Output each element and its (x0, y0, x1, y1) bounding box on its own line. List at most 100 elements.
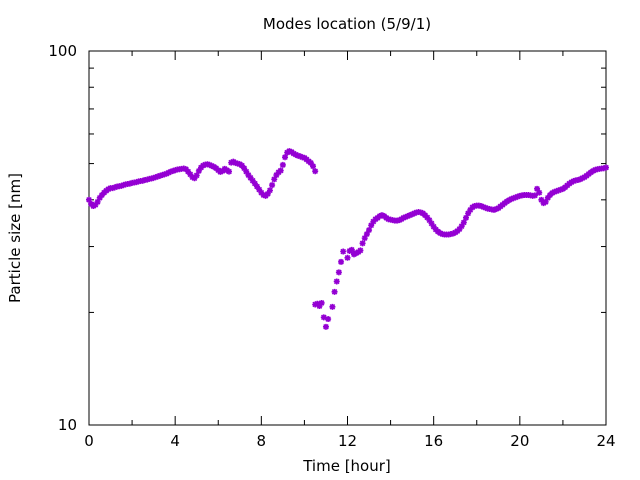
data-point (417, 209, 424, 216)
data-point (266, 187, 273, 194)
data-point (531, 192, 538, 199)
data-point (366, 227, 373, 234)
x-axis-label: Time [hour] (302, 457, 391, 475)
data-point (226, 168, 233, 175)
data-point (86, 196, 92, 203)
data-point (544, 194, 551, 201)
data-point (359, 240, 366, 247)
data-point (258, 189, 265, 196)
data-point (307, 159, 314, 166)
x-tick-label: 16 (424, 432, 443, 450)
data-point (273, 172, 280, 179)
data-point (331, 288, 338, 295)
data-point (292, 151, 299, 158)
data-point (458, 223, 465, 230)
data-point (249, 177, 256, 184)
data-point (195, 167, 202, 174)
data-point (411, 210, 418, 217)
chart-title: Modes location (5/9/1) (263, 15, 431, 33)
data-point (247, 174, 254, 181)
data-point (338, 258, 345, 265)
x-tick-label: 24 (596, 432, 615, 450)
data-point (406, 212, 413, 219)
data-point (297, 153, 304, 160)
data-point (462, 214, 469, 221)
data-point (243, 168, 250, 175)
data-point (271, 176, 278, 183)
data-point (460, 219, 467, 226)
data-point (333, 278, 340, 285)
data-point (376, 213, 383, 220)
data-point (536, 189, 543, 196)
data-point (357, 247, 364, 254)
data-point (510, 195, 517, 202)
data-point (396, 217, 403, 224)
data-point (206, 161, 213, 168)
x-tick-label: 0 (84, 432, 94, 450)
data-point (348, 246, 355, 253)
data-point (480, 203, 487, 210)
data-point (193, 172, 200, 179)
data-point (325, 316, 332, 323)
y-tick-label: 100 (48, 42, 77, 60)
data-point (465, 210, 472, 217)
data-point (542, 198, 549, 205)
x-tick-label: 8 (257, 432, 267, 450)
data-point (92, 201, 99, 208)
data-point (404, 213, 411, 220)
data-point (94, 198, 101, 205)
data-point (428, 220, 435, 227)
x-tick-label: 12 (338, 432, 357, 450)
y-tick-label: 10 (58, 416, 77, 434)
data-point (603, 164, 609, 171)
data-point (430, 223, 437, 230)
data-point (335, 269, 342, 276)
tick-labels: 0 4 8 12 16 20 24 10 100 (48, 42, 615, 450)
y-axis-label: Particle size [nm] (6, 173, 24, 303)
data-point (208, 162, 215, 169)
data-point (409, 211, 416, 218)
data-point (508, 196, 515, 203)
data-point (187, 171, 194, 178)
data-point (320, 314, 327, 321)
data-point (269, 182, 276, 189)
data-point (238, 162, 245, 169)
x-tick-label: 20 (510, 432, 529, 450)
data-point (191, 175, 198, 182)
data-point (264, 190, 271, 197)
data-point (318, 299, 325, 306)
data-point (493, 206, 500, 213)
data-point (378, 212, 385, 219)
data-points (86, 148, 609, 330)
data-point (185, 168, 192, 175)
data-point (450, 230, 457, 237)
data-point (437, 230, 444, 237)
data-point (254, 183, 261, 190)
data-point (361, 235, 368, 242)
data-point (478, 203, 485, 210)
data-point (467, 206, 474, 213)
data-point (426, 217, 433, 224)
data-point (363, 231, 370, 238)
data-point (490, 206, 497, 213)
axis-ticks (88, 50, 607, 426)
data-point (279, 161, 286, 168)
data-point (402, 213, 409, 220)
data-point (286, 148, 293, 155)
data-point (241, 165, 248, 172)
data-point (456, 226, 463, 233)
x-tick-label: 4 (170, 432, 180, 450)
data-point (482, 204, 489, 211)
data-point (322, 323, 329, 330)
data-point (340, 248, 347, 255)
data-point (310, 163, 317, 170)
data-point (245, 172, 252, 179)
data-point (282, 154, 289, 161)
data-point (312, 168, 319, 175)
data-point (344, 254, 351, 261)
data-point (590, 167, 597, 174)
data-point (424, 214, 431, 221)
data-point (182, 166, 189, 173)
data-point (316, 303, 323, 310)
